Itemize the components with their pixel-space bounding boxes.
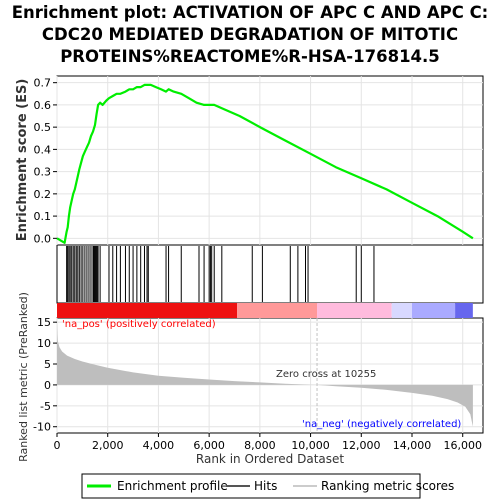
metric-x-tick-label: 8,000: [244, 439, 276, 452]
es-y-tick-label: 0.2: [34, 188, 52, 201]
es-y-tick-label: 0.6: [34, 99, 52, 112]
metric-y-tick-label: 10: [37, 337, 51, 350]
hits-panel-frame: [56, 244, 484, 304]
hits-ticks: [66, 246, 375, 302]
enrichment-profile-line: [56, 83, 474, 244]
colorbar-segment: [237, 303, 318, 318]
es-y-tick-label: 0.3: [34, 166, 52, 179]
colorbar-segment: [412, 303, 456, 318]
es-y-tick-label: 0.1: [34, 210, 52, 223]
metric-x-tick-label: 6,000: [193, 439, 225, 452]
es-panel-frame: [56, 75, 484, 246]
chart-title-line-3: PROTEINS%REACTOME%R-HSA-176814.5: [60, 47, 440, 66]
es-y-tick-label: 0.4: [34, 143, 52, 156]
metric-x-tick-label: 2,000: [92, 439, 124, 452]
colorbar-segment: [455, 303, 473, 318]
legend: Enrichment profile Hits Ranking metric s…: [81, 473, 454, 499]
colorbar-segment: [57, 303, 238, 318]
metric-y-tick-label: -5: [40, 400, 51, 413]
es-y-tick-label: 0.7: [34, 77, 52, 90]
zero-cross-label: Zero cross at 10255: [276, 369, 376, 380]
pos-correlated-label: 'na_pos' (positively correlated): [62, 319, 216, 330]
neg-correlated-label: 'na_neg' (negatively correlated): [302, 419, 461, 430]
legend-hits-label: Hits: [254, 479, 277, 493]
metric-y-tick-label: 15: [37, 316, 51, 329]
metric-x-tick-label: 12,000: [342, 439, 381, 452]
es-grid: [56, 76, 483, 245]
metric-y-tick-label: 5: [44, 358, 51, 371]
colorbar-segment: [317, 303, 392, 318]
legend-enrichment-label: Enrichment profile: [117, 479, 228, 493]
metric-x-tick-label: 10,000: [291, 439, 330, 452]
metric-x-tick-label: 16,000: [443, 439, 482, 452]
metric-x-axis: 0 2,000 4,000 6,000 8,000 10,000 12,000 14,000 1…: [54, 433, 482, 452]
es-y-tick-label: 0.0: [34, 232, 52, 245]
es-y-tick-label: 0.5: [34, 121, 52, 134]
legend-metric-label: Ranking metric scores: [321, 479, 454, 493]
metric-x-tick-label: 0: [54, 439, 61, 452]
colorbar-segment: [391, 303, 412, 318]
metric-x-axis-label: Rank in Ordered Dataset: [196, 452, 344, 466]
metric-y-tick-label: -10: [33, 421, 51, 434]
es-y-axis-label: Enrichment score (ES): [15, 79, 30, 242]
ranked-metric-area: [57, 322, 473, 427]
chart-title: Enrichment plot: ACTIVATION OF APC C AND…: [0, 2, 500, 68]
chart-title-line-1: Enrichment plot: ACTIVATION OF APC C AND…: [11, 3, 489, 22]
legend-frame: [81, 473, 421, 499]
metric-y-axis-label: Ranked list metric (PreRanked): [17, 292, 30, 462]
chart-title-line-2: CDC20 MEDIATED DEGRADATION OF MITOTIC: [41, 25, 459, 44]
es-y-axis: 0.0 0.1 0.2 0.3 0.4 0.5 0.6 0.7: [34, 77, 57, 245]
metric-x-tick-label: 14,000: [393, 439, 432, 452]
metric-x-tick-label: 4,000: [143, 439, 175, 452]
metric-y-axis: 15 10 5 0 -5 -10: [33, 316, 57, 434]
metric-y-tick-label: 0: [44, 379, 51, 392]
rank-colorbar: [57, 303, 473, 318]
